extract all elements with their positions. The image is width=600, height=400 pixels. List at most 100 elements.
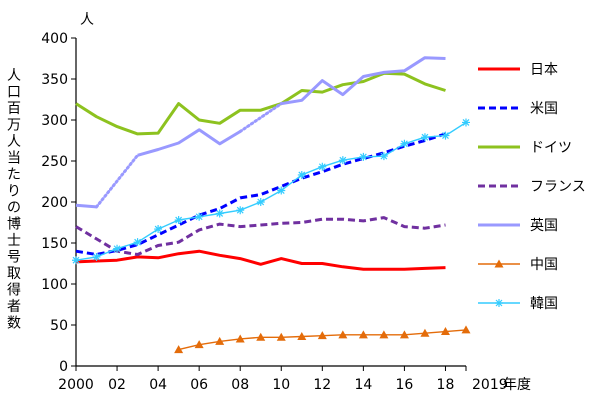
asterisk-marker (174, 216, 183, 225)
series-line (75, 71, 446, 136)
y-unit-label: 人 (80, 12, 94, 28)
triangle-marker (338, 330, 348, 339)
triangle-marker (194, 340, 204, 349)
series-line (137, 128, 241, 157)
asterisk-marker (92, 252, 101, 261)
triangle-marker (215, 336, 225, 345)
series-line (95, 153, 140, 209)
series-2 (75, 71, 446, 136)
legend-item: 韓国 (478, 296, 558, 312)
asterisk-marker (236, 206, 245, 215)
y-tick-label: 50 (50, 318, 68, 334)
asterisk-marker (400, 139, 409, 148)
legend-label: ドイツ (530, 140, 572, 156)
triangle-marker (461, 325, 471, 334)
legend-label: フランス (530, 179, 586, 195)
x-tick-label: 04 (149, 377, 167, 393)
x-tick-label: 18 (437, 377, 455, 393)
x-tick-label: 02 (108, 377, 126, 393)
asterisk-marker (195, 212, 204, 221)
asterisk-marker (441, 131, 450, 140)
x-tick-label: 10 (272, 377, 290, 393)
series-line (75, 249, 446, 271)
y-tick-label: 400 (41, 31, 68, 47)
y-axis-label-char: 取 (7, 266, 21, 282)
y-tick-label: 0 (59, 359, 68, 375)
series-3 (75, 216, 446, 256)
asterisk-marker (72, 256, 80, 265)
y-axis-label-char: 口 (7, 85, 21, 101)
asterisk-marker (215, 209, 224, 218)
triangle-marker (358, 330, 368, 339)
y-axis-label-char: 百 (7, 101, 21, 117)
legend-item: 日本 (478, 62, 558, 78)
series-4 (75, 56, 446, 209)
y-axis-label-char: 得 (7, 282, 21, 299)
asterisk-marker (318, 162, 327, 171)
y-tick-label: 150 (41, 236, 68, 252)
legend-label: 韓国 (530, 296, 558, 312)
y-axis-label-char: 士 (7, 233, 21, 249)
x-tick-label: 2019 (472, 377, 508, 393)
triangle-marker (379, 330, 389, 339)
y-axis-label-char: 数 (7, 316, 21, 332)
y-tick-label: 100 (41, 277, 68, 293)
asterisk-marker (113, 244, 122, 253)
x-tick-label: 08 (231, 377, 249, 393)
axes: 0 50 100 150 200 250 300 350 400 2000 02 04 06 08 10 12… (41, 31, 507, 393)
asterisk-marker (277, 186, 286, 195)
y-unit-text: 人 (80, 12, 94, 28)
series-6 (72, 118, 470, 265)
y-axis-label-char: の (7, 200, 21, 216)
y-axis-label-char: 号 (7, 250, 21, 266)
triangle-marker (317, 331, 327, 340)
series-layer (72, 56, 471, 354)
x-axis-suffix: 年度 (503, 377, 531, 393)
y-axis-label-char: 博 (7, 216, 21, 233)
triangle-marker (256, 332, 266, 341)
asterisk-marker (256, 198, 265, 206)
y-tick-label: 200 (41, 195, 68, 211)
x-tick-label: 16 (396, 377, 414, 393)
y-axis-label-char: た (7, 167, 21, 183)
legend-marker (495, 299, 503, 307)
y-axis-label-char: 者 (7, 299, 21, 315)
asterisk-marker (297, 170, 306, 179)
y-tick-label: 350 (41, 72, 68, 88)
series-line (75, 203, 97, 209)
legend-item: 英国 (478, 217, 558, 234)
series-line (281, 56, 446, 106)
y-tick-label: 300 (41, 113, 68, 129)
series-0 (75, 249, 446, 271)
asterisk-marker (133, 238, 142, 247)
x-tick-label: 14 (354, 377, 372, 393)
y-axis-label-char: 人 (7, 68, 21, 84)
legend-label: 英国 (530, 217, 558, 234)
legend-item: ドイツ (478, 140, 572, 156)
series-line (75, 216, 446, 256)
triangle-marker (440, 327, 450, 336)
legend-label: 中国 (530, 257, 558, 273)
legend-label: 米国 (530, 101, 558, 117)
series-line (238, 102, 283, 133)
legend-item: フランス (478, 179, 586, 195)
series-line (75, 121, 467, 261)
y-axis-label-char: 万 (7, 118, 21, 134)
legend-label: 日本 (530, 62, 558, 78)
triangle-marker (235, 334, 245, 343)
x-tick-label: 12 (313, 377, 331, 393)
y-axis-label-char: 人 (7, 134, 21, 150)
triangle-marker (420, 328, 430, 337)
legend-item: 中国 (478, 257, 558, 273)
y-axis-label-char: 当 (7, 151, 21, 167)
triangle-marker (297, 331, 307, 340)
asterisk-marker (462, 118, 470, 127)
asterisk-marker (338, 156, 347, 165)
triangle-marker (276, 332, 286, 341)
y-tick-label: 250 (41, 154, 68, 170)
legend-marker (494, 259, 504, 268)
series-5 (174, 325, 471, 354)
